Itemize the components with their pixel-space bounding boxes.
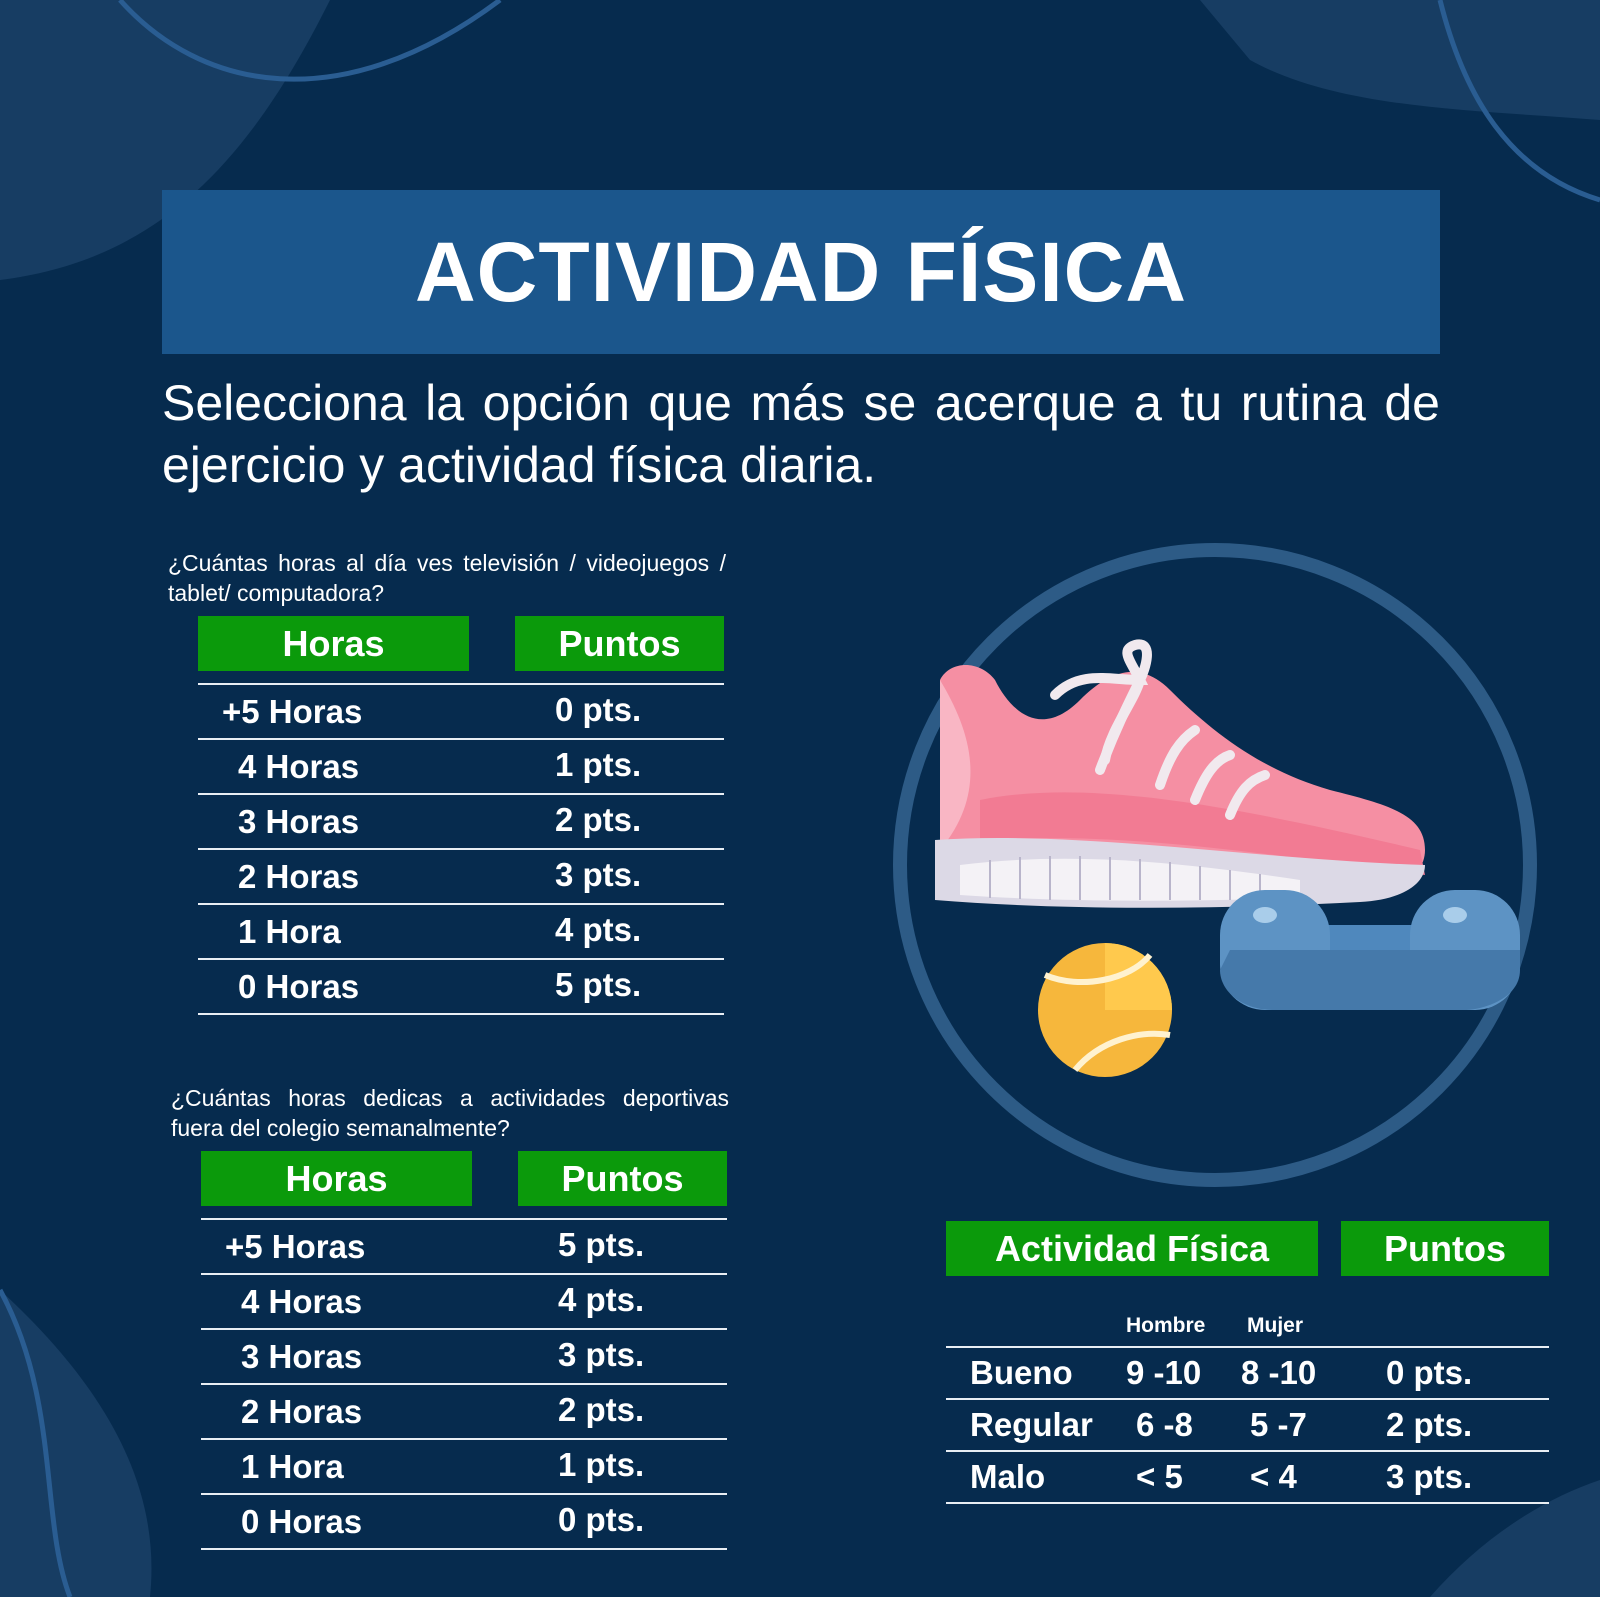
row-hours: +5 Horas	[222, 693, 363, 730]
activity-level-table: Actividad Física Puntos Hombre Mujer Bue…	[946, 1221, 1549, 1504]
header-hours: Horas	[201, 1151, 472, 1206]
screen-time-table: Horas Puntos +5 Horas 0 pts. 4 Horas 1 pts…	[198, 616, 724, 1015]
subheader-female: Mujer	[1247, 1314, 1304, 1337]
row-points: 0 pts.	[555, 691, 642, 728]
row-male: < 5	[1136, 1458, 1183, 1495]
header-activity: Actividad Física	[946, 1221, 1318, 1276]
sneaker-icon	[935, 639, 1425, 908]
row-hours: 1 Hora	[241, 1448, 344, 1485]
row-hours: 0 Horas	[238, 968, 360, 1005]
table-row: 2 Horas 3 pts.	[198, 850, 724, 905]
table-row: 3 Horas 2 pts.	[198, 795, 724, 850]
row-hours: 3 Horas	[238, 803, 360, 840]
table-row: +5 Horas 5 pts.	[201, 1220, 727, 1275]
subheader-male: Hombre	[1126, 1314, 1206, 1337]
row-points: 3 pts.	[1386, 1458, 1473, 1495]
table-row: Bueno 9 -10 8 -10 0 pts.	[946, 1348, 1549, 1400]
table-row: Regular 6 -8 5 -7 2 pts.	[946, 1400, 1549, 1452]
row-points: 5 pts.	[555, 966, 642, 1003]
row-hours: 4 Horas	[241, 1283, 363, 1320]
table-row: 2 Horas 2 pts.	[201, 1385, 727, 1440]
row-points: 1 pts.	[555, 746, 642, 783]
row-hours: 3 Horas	[241, 1338, 363, 1375]
row-level: Regular	[970, 1406, 1093, 1443]
row-hours: 2 Horas	[241, 1393, 363, 1430]
row-hours: +5 Horas	[225, 1228, 366, 1265]
row-points: 2 pts.	[555, 801, 642, 838]
row-hours: 4 Horas	[238, 748, 360, 785]
row-hours: 2 Horas	[238, 858, 360, 895]
table-row: 0 Horas 5 pts.	[198, 960, 724, 1015]
circle-frame	[893, 543, 1537, 1187]
table-row: 1 Hora 1 pts.	[201, 1440, 727, 1495]
tennis-ball-icon	[1038, 943, 1172, 1077]
header-points: Puntos	[1341, 1221, 1549, 1276]
row-points: 4 pts.	[558, 1281, 645, 1318]
title-banner: ACTIVIDAD FÍSICA	[162, 190, 1440, 354]
page-subtitle: Selecciona la opción que más se acerque …	[162, 375, 1440, 493]
row-points: 4 pts.	[555, 911, 642, 948]
table-row: 3 Horas 3 pts.	[201, 1330, 727, 1385]
table-row: +5 Horas 0 pts.	[198, 685, 724, 740]
table-row: 4 Horas 1 pts.	[198, 740, 724, 795]
row-points: 0 pts.	[558, 1501, 645, 1538]
page-title: ACTIVIDAD FÍSICA	[415, 224, 1187, 319]
row-points: 2 pts.	[558, 1391, 645, 1428]
header-points: Puntos	[518, 1151, 727, 1206]
table-row: Malo < 5 < 4 3 pts.	[946, 1452, 1549, 1504]
row-points: 1 pts.	[558, 1446, 645, 1483]
table-row: 1 Hora 4 pts.	[198, 905, 724, 960]
row-hours: 0 Horas	[241, 1503, 363, 1540]
question-screen-time: ¿Cuántas horas al día ves televisión / v…	[168, 550, 726, 606]
row-points: 3 pts.	[555, 856, 642, 893]
row-points: 2 pts.	[1386, 1406, 1473, 1443]
dumbbell-icon	[1220, 890, 1520, 1010]
row-male: 6 -8	[1136, 1406, 1193, 1443]
table-row: 0 Horas 0 pts.	[201, 1495, 727, 1550]
sports-time-table: Horas Puntos +5 Horas 5 pts. 4 Horas 4 pts…	[201, 1151, 727, 1550]
question-sports-time: ¿Cuántas horas dedicas a actividades dep…	[171, 1085, 729, 1141]
header-hours: Horas	[198, 616, 469, 671]
row-female: < 4	[1250, 1458, 1297, 1495]
table-row: 4 Horas 4 pts.	[201, 1275, 727, 1330]
row-female: 5 -7	[1250, 1406, 1307, 1443]
fitness-illustration	[893, 543, 1537, 1187]
row-points: 0 pts.	[1386, 1354, 1473, 1391]
row-level: Bueno	[970, 1354, 1073, 1391]
row-male: 9 -10	[1126, 1354, 1202, 1391]
row-level: Malo	[970, 1458, 1046, 1495]
row-points: 5 pts.	[558, 1226, 645, 1263]
header-points: Puntos	[515, 616, 724, 671]
row-points: 3 pts.	[558, 1336, 645, 1373]
row-hours: 1 Hora	[238, 913, 341, 950]
row-female: 8 -10	[1241, 1354, 1317, 1391]
